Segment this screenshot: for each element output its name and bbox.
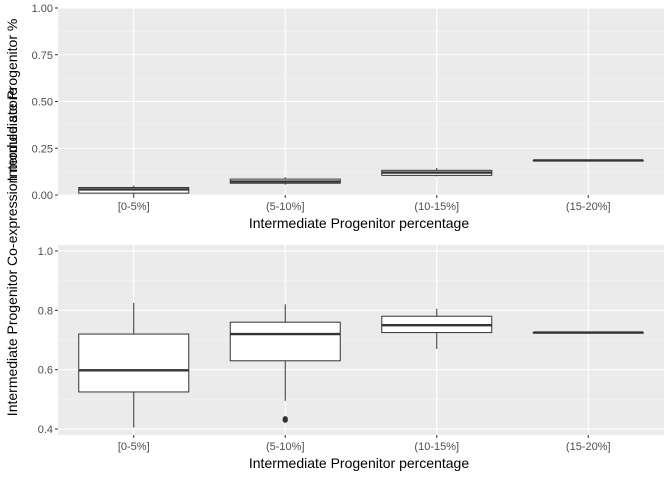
y-tick-label: 0.50 [32, 97, 53, 109]
box-1 [78, 302, 190, 428]
y-tick-label: 0.4 [38, 424, 53, 436]
x-tick-label: [0-5%] [118, 201, 150, 213]
box-3 [381, 167, 493, 177]
y-tick-label: 0.6 [38, 365, 53, 377]
outlier-point [282, 416, 288, 422]
x-tick-label: (15-20%] [566, 201, 611, 213]
box-4 [532, 331, 644, 334]
box-4 [532, 159, 644, 162]
x-tick-label: (10-15%] [414, 201, 459, 213]
box-2 [229, 177, 341, 185]
y-tick-label: 1.0 [38, 246, 53, 258]
box-2 [229, 304, 341, 423]
box-1 [78, 185, 190, 195]
x-axis-title: Intermediate Progenitor percentage [249, 455, 469, 471]
x-tick-label: (5-10%] [266, 201, 305, 213]
y-tick-label: 1.00 [32, 3, 53, 15]
x-tick-label: (5-10%] [266, 441, 305, 453]
bottom-panel: 0.4 0.6 0.8 1.0 [0-5%] (5-10%] (10-15%] (15-20%… [38, 245, 664, 471]
y-tick-label: 0.00 [32, 190, 53, 202]
top-panel: 0.00 0.25 0.50 0.75 1.00 [0-5%] (5-10%] (10-15%… [4, 3, 664, 231]
y-axis-title: Intermediate Progenitor % [4, 19, 20, 182]
x-tick-label: (10-15%] [414, 441, 459, 453]
y-tick-label: 0.8 [38, 305, 53, 317]
y-tick-label: 0.25 [32, 143, 53, 155]
box-body [229, 321, 341, 362]
box-body [78, 333, 190, 393]
x-tick-label: (15-20%] [566, 441, 611, 453]
x-axis-title: Intermediate Progenitor percentage [249, 215, 469, 231]
y-tick-label: 0.75 [32, 50, 53, 62]
x-tick-label: [0-5%] [118, 441, 150, 453]
box-3 [381, 308, 493, 349]
shared-y-axis-title: Intermediate Progenitor Co-expression mo… [4, 88, 20, 417]
